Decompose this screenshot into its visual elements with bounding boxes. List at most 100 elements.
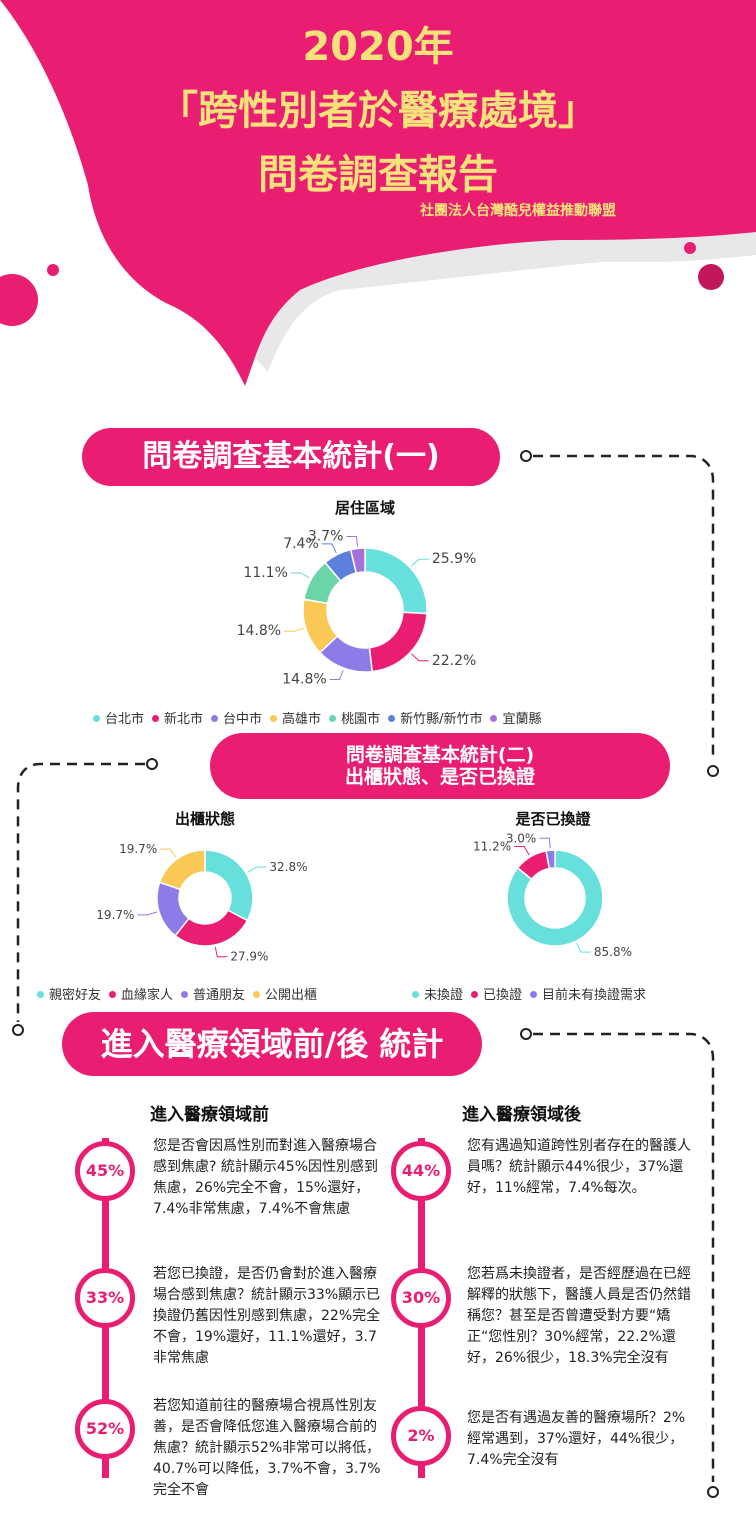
section2-title-line1: 問卷調查基本統計(二) [345,744,535,766]
coming-out-donut-chart: 32.8% 27.9% 19.7% 19.7% [96,842,307,964]
donut-slice-新北市 [368,611,428,673]
slice-leader-line [214,946,228,958]
slice-label: 7.4% [283,536,319,552]
report-title-year: 2020年 [302,24,454,70]
slice-label: 85.8% [594,945,632,959]
slice-leader-line [346,536,359,547]
legend-color-dot [471,991,479,998]
chart3-title: 是否已換證 [515,810,591,828]
chart1-title: 居住區域 [334,499,395,517]
legend-label: 未換證 [424,988,464,1003]
slice-leader-line [329,669,344,681]
slice-leader-line [137,911,158,916]
slice-label: 11.1% [243,565,287,581]
slice-leader-line [539,837,551,849]
slice-leader-line [247,866,267,873]
after-stat-badge: 30% [391,1268,451,1328]
legend-item: 親密好友 [37,984,101,1003]
slice-label: 19.7% [119,842,157,856]
legend-color-dot [211,715,219,722]
legend-item: 台北市 [93,708,144,727]
id-change-legend: 未換證 已換證 目前未有換證需求 [412,984,654,1003]
legend-label: 桃園市 [341,712,381,727]
legend-label: 已換證 [483,988,523,1003]
id-change-donut-chart: 85.8% 11.2%3.0% [473,831,632,959]
slice-label: 11.2% [473,840,511,854]
after-stat-text: 您有遇過知道跨性別者存在的醫護人員嗎？統計顯示44%很少，37%還好，11%經常… [467,1138,691,1196]
legend-color-dot [152,715,160,722]
legend-item: 公開出櫃 [253,984,317,1003]
before-stat-text: 若您已換證，是否仍會對於進入醫療場合感到焦慮？統計顯示33%顯示已換證仍舊因性別… [153,1266,381,1366]
legend-color-dot [388,715,396,722]
section2-title: 問卷調查基本統計(二) 出櫃狀態、是否已換證 [210,733,670,799]
slice-label: 22.2% [432,653,476,669]
slice-label: 3.0% [506,831,537,845]
donut-slice-宜蘭縣 [349,547,366,574]
donut-slice-目前未有換證需求 [545,849,556,870]
legend-label: 台北市 [105,712,145,727]
legend-color-dot [530,991,538,998]
legend-color-dot [253,991,261,998]
before-stat-badge: 33% [75,1268,135,1328]
report-title-topic: 「跨性別者於醫療處境」 [158,88,598,134]
legend-item: 普通朋友 [181,984,245,1003]
before-stat-text: 您是否會因爲性別而對進入醫療場合感到焦慮? 統計顯示45%因性別感到焦慮，26%… [153,1138,378,1217]
slice-label: 14.8% [237,623,281,639]
legend-color-dot [109,991,117,998]
slice-leader-line [514,846,530,856]
legend-color-dot [181,991,189,998]
donut-slice-未換證 [506,849,604,947]
coming-out-legend: 親密好友 血緣家人 普通朋友 公開出櫃 [37,984,325,1003]
slice-leader-line [411,653,429,662]
slice-label: 25.9% [432,551,476,567]
after-stat-badge: 2% [391,1406,451,1466]
legend-color-dot [93,715,100,722]
slice-leader-line [290,572,310,579]
after-stat-text: 您是否有遇過友善的醫療場所？2%經常遇到，37%還好，44%很少，7.4%完全沒… [467,1410,686,1468]
chart2-title: 出櫃狀態 [174,810,235,828]
legend-color-dot [329,715,337,722]
slice-label: 27.9% [230,950,268,964]
section3-title: 進入醫療領域前/後 統計 [62,1012,482,1076]
legend-item: 宜蘭縣 [490,708,541,727]
slice-leader-line [576,942,591,953]
before-stat-badge: 45% [75,1141,135,1201]
legend-color-dot [270,715,278,722]
before-stat-text: 若您知道前往的醫療場合視爲性別友善，是否會降低您進入醫療場合前的焦慮？統計顯示5… [153,1398,381,1498]
slice-label: 14.8% [282,672,326,688]
donut-slice-親密好友 [204,849,254,922]
legend-item: 高雄市 [270,708,321,727]
legend-color-dot [37,991,44,998]
legend-label: 新北市 [164,712,204,727]
legend-label: 親密好友 [49,988,102,1003]
legend-label: 台中市 [223,712,263,727]
legend-item: 新北市 [152,708,203,727]
slice-label: 3.7% [308,529,344,545]
section2-title-line2: 出櫃狀態、是否已換證 [344,766,535,788]
section1-title: 問卷調查基本統計(一) [82,428,500,486]
legend-label: 公開出櫃 [265,988,318,1003]
donut-slice-台北市 [364,547,428,615]
legend-item: 血緣家人 [109,984,173,1003]
legend-item: 目前未有換證需求 [530,984,646,1003]
after-heading: 進入醫療領域後 [462,1105,581,1125]
legend-label: 高雄市 [282,712,322,727]
slice-leader-line [411,558,429,567]
slice-label: 19.7% [96,908,134,922]
legend-label: 血緣家人 [121,988,174,1003]
legend-item: 台中市 [211,708,262,727]
legend-item: 新竹縣/新竹市 [388,708,482,727]
legend-item: 桃園市 [329,708,380,727]
report-title-type: 問卷調查報告 [258,152,498,198]
legend-item: 已換證 [471,984,522,1003]
slice-leader-line [284,627,304,632]
before-heading: 進入醫療領域前 [150,1105,269,1125]
slice-leader-line [321,543,337,554]
organization-name: 社團法人台灣酷兒權益推動聯盟 [420,203,616,219]
legend-label: 新竹縣/新竹市 [400,712,483,727]
legend-label: 普通朋友 [193,988,246,1003]
before-stat-badge: 52% [75,1399,135,1459]
donut-slice-公開出櫃 [158,849,206,891]
legend-color-dot [490,715,498,722]
